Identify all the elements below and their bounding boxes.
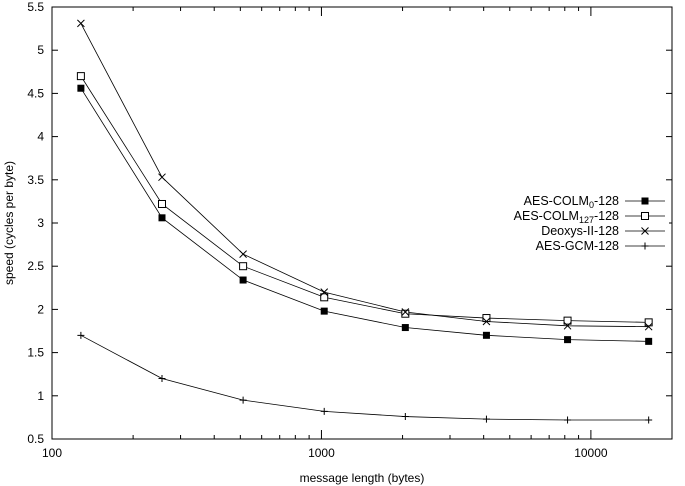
x-tick-label: 1000 bbox=[308, 446, 335, 460]
legend-marker bbox=[641, 212, 649, 220]
y-tick-label: 2.5 bbox=[27, 259, 44, 273]
data-point bbox=[564, 416, 572, 424]
data-point bbox=[401, 324, 409, 332]
data-point bbox=[320, 293, 329, 302]
legend: AES-COLM0-128AES-COLM127-128Deoxys-II-12… bbox=[505, 193, 669, 257]
data-point bbox=[645, 337, 653, 345]
data-point bbox=[158, 375, 166, 383]
legend-label: AES-GCM-128 bbox=[536, 239, 619, 253]
y-tick-label: 3 bbox=[37, 216, 44, 230]
data-point bbox=[644, 318, 653, 327]
data-point bbox=[482, 317, 491, 326]
data-point bbox=[482, 415, 490, 423]
y-tick-label: 5 bbox=[37, 43, 44, 57]
x-tick-label: 10000 bbox=[574, 446, 608, 460]
data-point bbox=[77, 19, 85, 28]
y-axis-title: speed (cycles per byte) bbox=[2, 161, 16, 285]
data-point bbox=[320, 307, 328, 315]
data-point bbox=[401, 309, 410, 318]
series-lines bbox=[80, 23, 649, 421]
data-point bbox=[482, 314, 491, 323]
data-point bbox=[239, 262, 248, 271]
y-tick-label: 0.5 bbox=[27, 432, 44, 446]
x-axis-title: message length (bytes) bbox=[300, 471, 425, 485]
y-tick-label: 2 bbox=[37, 302, 44, 316]
series-line-0 bbox=[80, 88, 649, 342]
axis-ticks: 0.5 1 1.5 2 2.5 3 3.5 4 4.5 5 5.5 100 1000 10000 bbox=[27, 0, 672, 460]
legend-label: AES-COLM0-128 bbox=[524, 194, 619, 210]
y-tick-label: 4.5 bbox=[27, 86, 44, 100]
y-tick-label: 1 bbox=[37, 389, 44, 403]
series-line-3 bbox=[80, 334, 649, 421]
series-line-2 bbox=[80, 23, 649, 328]
data-point bbox=[77, 84, 85, 92]
y-tick-label: 5.5 bbox=[27, 0, 44, 14]
y-tick-label: 1.5 bbox=[27, 346, 44, 360]
data-point bbox=[564, 336, 572, 344]
legend-marker bbox=[641, 242, 649, 250]
data-point bbox=[563, 316, 572, 325]
data-point bbox=[563, 321, 572, 330]
data-point bbox=[401, 413, 409, 421]
y-tick-label: 3.5 bbox=[27, 173, 44, 187]
data-point bbox=[401, 308, 410, 316]
data-point bbox=[644, 322, 653, 331]
data-point bbox=[320, 407, 328, 415]
data-point bbox=[239, 396, 247, 404]
data-point bbox=[645, 416, 653, 424]
y-tick-label: 4 bbox=[37, 130, 44, 144]
series-markers bbox=[76, 19, 653, 424]
legend-marker bbox=[641, 197, 649, 205]
data-point bbox=[158, 214, 166, 222]
series-line-1 bbox=[80, 75, 649, 323]
data-point bbox=[77, 331, 85, 339]
data-point bbox=[239, 250, 247, 258]
x-tick-label: 100 bbox=[42, 446, 62, 460]
legend-label: AES-COLM127-128 bbox=[514, 209, 619, 225]
data-point bbox=[158, 173, 166, 182]
data-point bbox=[76, 72, 85, 81]
data-point bbox=[157, 199, 166, 208]
data-point bbox=[482, 331, 490, 339]
legend-marker bbox=[641, 227, 649, 235]
data-point bbox=[239, 276, 247, 284]
data-point bbox=[320, 288, 329, 296]
legend-label: Deoxys-II-128 bbox=[541, 224, 619, 238]
